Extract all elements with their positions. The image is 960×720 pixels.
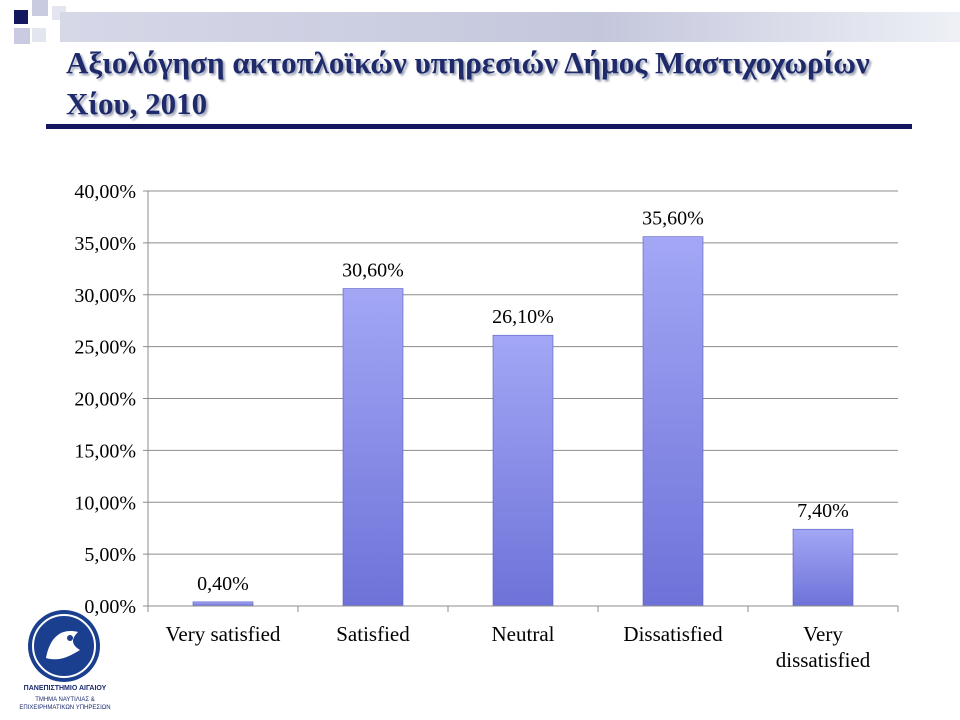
data-labels: 0,40% 30,60% 26,10% 35,60% 7,40% xyxy=(197,208,849,595)
data-label: 7,40% xyxy=(797,500,849,522)
bar-very-dissatisfied xyxy=(792,528,854,607)
data-label: 0,40% xyxy=(197,573,249,595)
data-label: 26,10% xyxy=(492,306,554,328)
bar-very-satisfied xyxy=(192,601,254,607)
data-label: 35,60% xyxy=(642,208,704,230)
y-tick-label: 25,00% xyxy=(74,337,136,359)
y-tick-label: 10,00% xyxy=(74,492,136,514)
bar-dissatisfied xyxy=(642,236,704,607)
y-tick-label: 0,00% xyxy=(84,596,136,618)
university-logo: ΠΑΝΕΠΙΣΤΗΜΙΟ ΑΙΓΑΙΟΥ ΤΜΗΜΑ ΝΑΥΤΙΛΙΑΣ & Ε… xyxy=(0,606,130,720)
data-label: 30,60% xyxy=(342,260,404,282)
logo-university-name: ΠΑΝΕΠΙΣΤΗΜΙΟ ΑΙΓΑΙΟΥ xyxy=(23,685,107,692)
x-category-label: Very xyxy=(803,622,843,646)
y-tick-label: 30,00% xyxy=(74,285,136,307)
slide-title: Αξιολόγηση ακτοπλοϊκών υπηρεσιών Δήμος Μ… xyxy=(66,45,870,121)
logo-department-line1: ΤΜΗΜΑ ΝΑΥΤΙΛΙΑΣ & xyxy=(35,697,95,703)
bar-neutral xyxy=(492,334,554,607)
header-gradient-bar xyxy=(60,12,960,42)
y-tick-label: 35,00% xyxy=(74,233,136,255)
y-tick-label: 15,00% xyxy=(74,440,136,462)
title-underline xyxy=(46,124,912,129)
university-seal-icon xyxy=(28,610,100,682)
y-tick-label: 40,00% xyxy=(74,181,136,203)
bar-satisfied xyxy=(342,288,404,607)
chart-bars xyxy=(192,236,854,607)
x-category-label: Dissatisfied xyxy=(623,622,723,646)
x-category-label: dissatisfied xyxy=(776,648,871,672)
x-category-label: Neutral xyxy=(492,622,555,646)
decorative-squares xyxy=(14,0,66,44)
y-tick-label: 20,00% xyxy=(74,389,136,411)
x-axis-categories: Very satisfied Satisfied Neutral Dissatisfi… xyxy=(147,605,899,672)
logo-department-line2: ΕΠΙΧΕΙΡΗΜΑΤΙΚΩΝ ΥΠΗΡΕΣΙΩΝ xyxy=(19,705,111,711)
y-tick-label: 5,00% xyxy=(84,544,136,566)
x-category-label: Very satisfied xyxy=(166,622,281,646)
x-category-label: Satisfied xyxy=(336,622,410,646)
y-axis-ticks: 0,00% 5,00% 10,00% 15,00% 20,00% 25,00% 30,00%… xyxy=(74,181,148,618)
